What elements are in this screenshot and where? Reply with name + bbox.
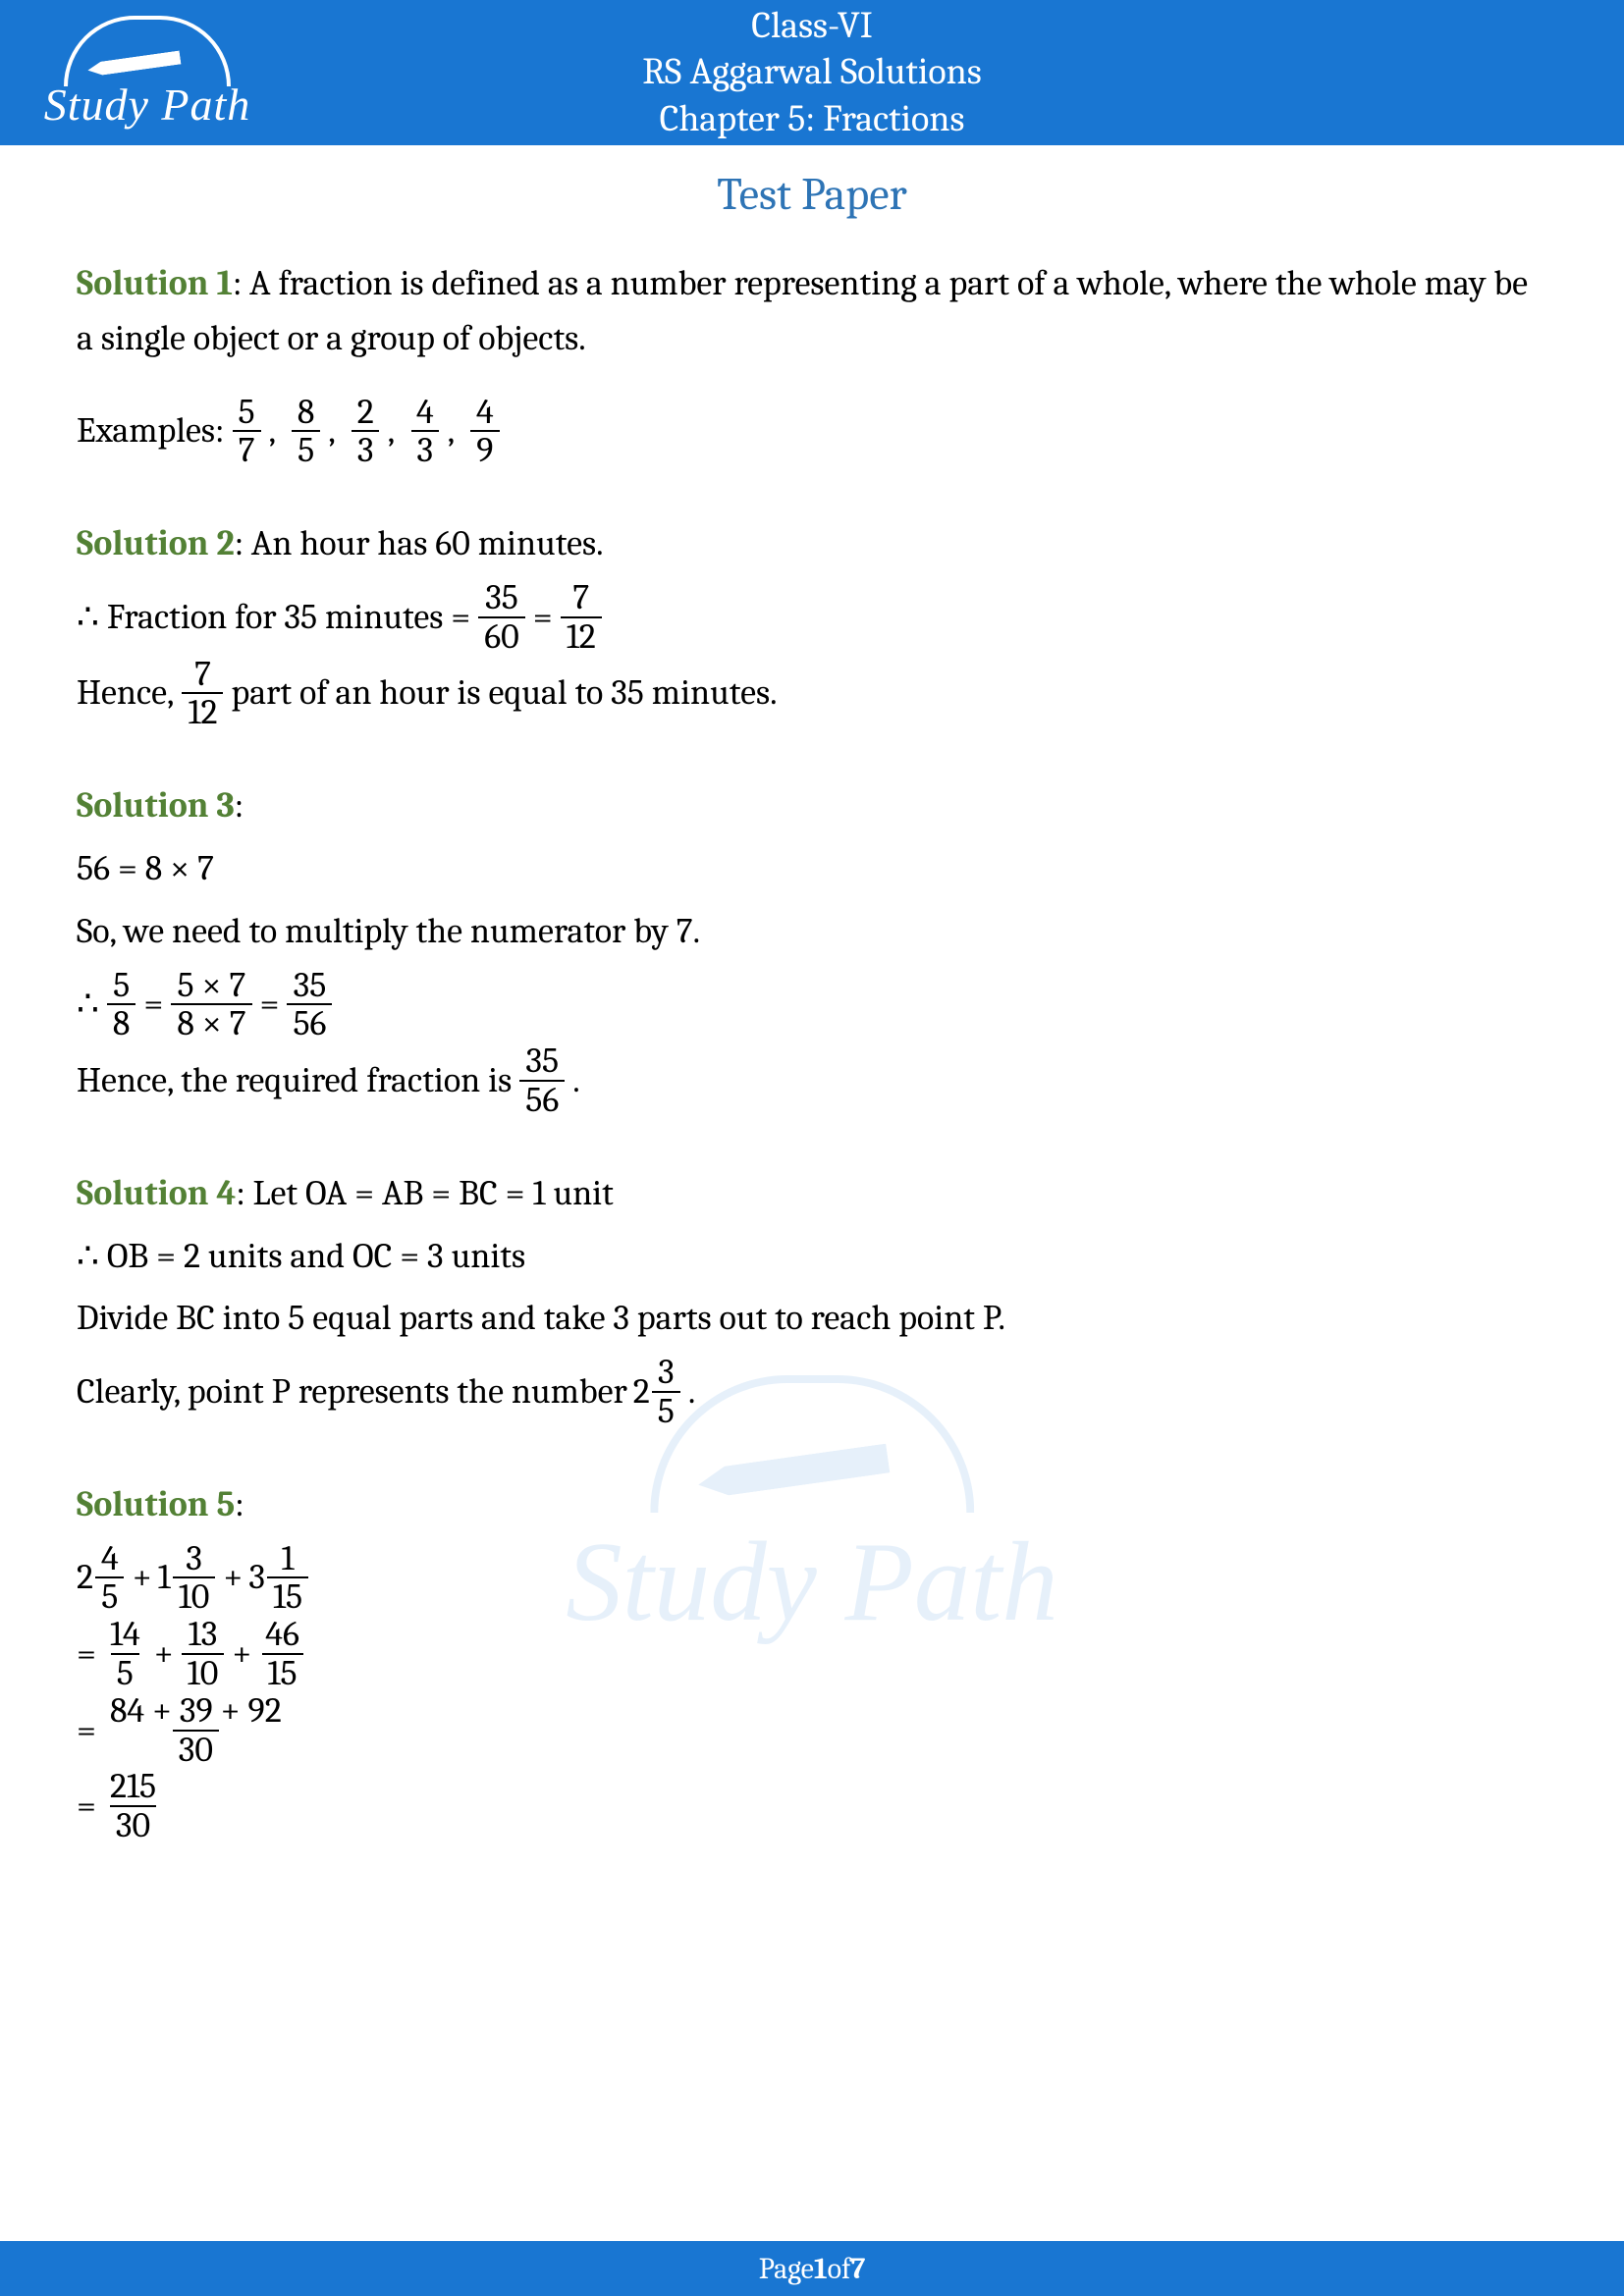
solution-1-examples: Examples: 57, 85, 23, 43, 49 (77, 394, 1547, 470)
text: Hence, (77, 666, 174, 721)
fraction: 310 (173, 1540, 216, 1617)
solution-3-l1: 56 = 8 × 7 (77, 841, 1547, 896)
solution-4-l3: Divide BC into 5 equal parts and take 3 … (77, 1291, 1547, 1346)
equals: = (533, 590, 553, 645)
solution-2-line2: ∴ Fraction for 35 minutes = 3560 = 712 (77, 579, 1547, 656)
solution-3: Solution 3: 56 = 8 × 7 So, we need to mu… (77, 778, 1547, 1119)
header-bar: Study Path Class-VI RS Aggarwal Solution… (0, 0, 1624, 145)
logo-arc-icon (64, 16, 231, 86)
fraction: 3556 (519, 1042, 565, 1119)
solution-2-label: Solution 2 (77, 523, 235, 563)
therefore: ∴ (77, 977, 99, 1032)
equals: = (260, 977, 280, 1032)
mixed-number: 245 (77, 1540, 127, 1617)
solution-5-row4: = 21530 (77, 1768, 1547, 1844)
solution-5-row2: = 145 + 1310 + 4615 (77, 1616, 1547, 1692)
fraction: 57 (232, 394, 260, 470)
solution-5-row3: = 84 + 39 + 9230 (77, 1692, 1547, 1769)
text: Hence, the required fraction is (77, 1053, 512, 1108)
fraction: 21530 (104, 1768, 162, 1844)
fraction: 5 × 78 × 7 (171, 967, 251, 1043)
examples-label: Examples: (77, 403, 224, 458)
plus: + (232, 1627, 251, 1682)
fraction: 1310 (182, 1616, 225, 1692)
fraction: 3560 (478, 579, 525, 656)
equals: = (77, 1627, 96, 1682)
solution-2-line1: Solution 2: An hour has 60 minutes. (77, 516, 1547, 571)
fraction: 115 (267, 1540, 308, 1617)
text: ∴ Fraction for 35 minutes = (77, 590, 470, 645)
solution-1: Solution 1: A fraction is defined as a n… (77, 256, 1547, 469)
plus: + (154, 1627, 174, 1682)
whole: 2 (633, 1364, 650, 1419)
mixed-number: 3115 (248, 1540, 310, 1617)
comma: , (448, 403, 462, 458)
text: Clearly, point P represents the number (77, 1364, 627, 1419)
colon: : (235, 785, 244, 826)
solution-1-body: : A fraction is defined as a number repr… (77, 263, 1528, 358)
solution-2-line3: Hence, 712 part of an hour is equal to 3… (77, 656, 1547, 732)
solution-4-l2: ∴ OB = 2 units and OC = 3 units (77, 1229, 1547, 1284)
fraction: 58 (107, 967, 135, 1043)
fraction: 43 (410, 394, 440, 470)
equals: = (77, 1703, 96, 1758)
solution-2-text1: : An hour has 60 minutes. (235, 523, 604, 563)
solution-5-header: Solution 5: (77, 1477, 1547, 1532)
text: part of an hour is equal to 35 minutes. (231, 666, 777, 721)
comma: , (388, 403, 403, 458)
solution-4-label: Solution 4 (77, 1173, 236, 1213)
fraction: 3556 (287, 967, 332, 1043)
text: : Let OA = AB = BC = 1 unit (236, 1173, 613, 1213)
solution-3-label: Solution 3 (77, 785, 235, 826)
equals: = (143, 977, 163, 1032)
footer-prefix: Page (759, 2252, 814, 2286)
logo-pen-icon (86, 50, 181, 77)
comma: , (269, 403, 284, 458)
solution-1-label: Solution 1 (77, 263, 233, 303)
footer-current-page: 1 (814, 2252, 828, 2286)
header-book: RS Aggarwal Solutions (642, 49, 981, 96)
logo: Study Path (29, 8, 265, 137)
fraction: 35 (652, 1354, 680, 1430)
solution-3-l2: So, we need to multiply the numerator by… (77, 904, 1547, 959)
footer-total-pages: 7 (850, 2252, 865, 2286)
solution-1-text: Solution 1: A fraction is defined as a n… (77, 256, 1547, 366)
solution-4-l1: Solution 4: Let OA = AB = BC = 1 unit (77, 1166, 1547, 1221)
fraction: 4615 (259, 1616, 305, 1692)
footer-bar: Page 1 of 7 (0, 2241, 1624, 2296)
fraction: 85 (292, 394, 320, 470)
period: . (572, 1053, 579, 1108)
fraction: 712 (561, 579, 602, 656)
equals: = (77, 1779, 96, 1834)
fraction: 45 (95, 1540, 125, 1617)
mixed-number: 1310 (158, 1540, 218, 1617)
content-area: Study Path Solution 1: A fraction is def… (0, 256, 1624, 1844)
header-titles: Class-VI RS Aggarwal Solutions Chapter 5… (642, 3, 981, 143)
plus: + (223, 1550, 243, 1605)
solution-3-l4: Hence, the required fraction is 3556. (77, 1042, 1547, 1119)
fraction: 145 (104, 1616, 146, 1692)
solution-3-l3: ∴ 58 = 5 × 78 × 7 = 3556 (77, 967, 1547, 1043)
fraction: 712 (182, 656, 223, 732)
period: . (688, 1364, 695, 1419)
fraction: 49 (470, 394, 500, 470)
comma: , (328, 403, 343, 458)
footer-mid: of (828, 2252, 851, 2286)
solution-5-row1: 245 + 1310 + 3115 (77, 1540, 1547, 1617)
solution-2: Solution 2: An hour has 60 minutes. ∴ Fr… (77, 516, 1547, 731)
mixed-number: 2 35 (633, 1354, 682, 1430)
header-class: Class-VI (642, 3, 981, 50)
fraction: 23 (352, 394, 380, 470)
solution-5: Solution 5: 245 + 1310 + 3115 = 145 + 13… (77, 1477, 1547, 1844)
colon: : (235, 1484, 244, 1524)
fraction: 84 + 39 + 9230 (104, 1692, 288, 1769)
header-chapter: Chapter 5: Fractions (642, 96, 981, 143)
solution-5-label: Solution 5 (77, 1484, 235, 1524)
solution-4-l4: Clearly, point P represents the number 2… (77, 1354, 1547, 1430)
solution-3-header: Solution 3: (77, 778, 1547, 833)
solution-4: Solution 4: Let OA = AB = BC = 1 unit ∴ … (77, 1166, 1547, 1430)
plus: + (133, 1550, 152, 1605)
page-title: Test Paper (0, 169, 1624, 221)
